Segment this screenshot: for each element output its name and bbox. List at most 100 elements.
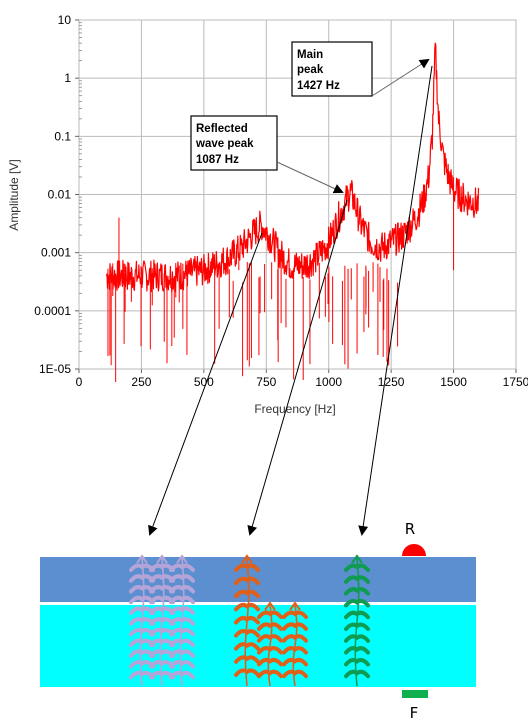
y-tick-label: 1: [64, 71, 71, 85]
wavefront: [169, 627, 195, 637]
plate-divider: [40, 602, 476, 605]
wavefront: [169, 606, 195, 615]
x-tick-label: 1250: [378, 375, 405, 389]
wave-arrowhead: [136, 554, 148, 564]
wavefront: [234, 642, 260, 651]
wavefront: [169, 649, 195, 658]
wavefront: [234, 563, 260, 572]
wavefront: [234, 589, 260, 599]
annotation-line: Main: [297, 49, 323, 61]
x-tick-label: 0: [76, 375, 83, 389]
y-tick-label: 10: [58, 13, 72, 27]
wave-groups: [129, 554, 370, 687]
y-tick-label: 0.001: [41, 246, 71, 260]
wavefront: [149, 660, 175, 669]
wavefront: [169, 574, 195, 583]
wavefront: [169, 585, 195, 594]
wavefront: [149, 563, 175, 572]
wavefront: [344, 575, 370, 584]
wavefront: [129, 595, 155, 605]
wavefront: [169, 563, 195, 572]
y-tick-label: 0.1: [54, 129, 71, 143]
wavefront: [344, 587, 370, 596]
arrow-to-wave-3: [358, 65, 433, 536]
wavefront: [257, 622, 283, 631]
amplitude-series-line: [105, 42, 480, 293]
annotation-line: wave peak: [195, 138, 254, 150]
wavefront: [344, 646, 370, 655]
wavefront: [149, 585, 175, 594]
wavefront: [149, 638, 175, 648]
annotation-reflected-peak: Reflected wave peak 1087 Hz: [190, 115, 278, 171]
wavefront: [149, 606, 175, 615]
wavefront: [234, 576, 260, 586]
wavefront: [129, 585, 155, 594]
x-tick-label: 1500: [440, 375, 467, 389]
annotation-line: 1427 Hz: [297, 80, 340, 92]
receiver-marker: [402, 544, 426, 556]
receiver-label: R: [405, 520, 415, 538]
wavefront: [169, 595, 195, 605]
wavefront: [282, 622, 308, 631]
y-tick-label: 0.0001: [34, 304, 71, 318]
wavefront: [344, 657, 370, 667]
wavefront: [129, 563, 155, 572]
wave-arrowhead: [241, 554, 253, 564]
wavefront: [169, 670, 195, 680]
wavefront: [282, 634, 308, 643]
wavefront: [344, 598, 370, 608]
wave-group-2-column-c: [282, 601, 308, 687]
force-marker: [402, 690, 428, 698]
wavefront: [257, 610, 283, 619]
y-axis-label: Amplitude [V]: [7, 159, 21, 230]
wavefront: [129, 606, 155, 615]
wavefront: [129, 670, 155, 680]
wavefront: [234, 616, 260, 625]
plate-diagram: R F: [40, 520, 476, 722]
y-tick-label: 1E-05: [39, 362, 71, 376]
annotation-main-peak: Main peak 1427 Hz: [291, 41, 373, 97]
wavefront: [234, 629, 260, 638]
wavefront: [257, 657, 283, 667]
x-tick-label: 250: [131, 375, 151, 389]
annotation-box: [291, 41, 373, 97]
wavefront: [169, 617, 195, 626]
wavefront: [169, 638, 195, 648]
wave-arrowhead: [264, 601, 276, 611]
wavefront: [234, 655, 260, 664]
wavefront: [149, 617, 175, 626]
wavefront: [282, 657, 308, 667]
arrow-to-wave-2: [247, 199, 348, 536]
x-axis-label: Frequency [Hz]: [254, 402, 335, 416]
wavefront: [129, 638, 155, 648]
wavefront: [344, 563, 370, 572]
wavefront: [282, 646, 308, 655]
annotation-line: peak: [297, 64, 324, 76]
wave-group-3-column: [344, 554, 370, 687]
x-tick-label: 1750: [503, 375, 528, 389]
annotation-box: [190, 115, 278, 171]
force-label: F: [410, 704, 419, 722]
y-tick-label: 0.01: [48, 188, 72, 202]
x-tick-label: 1000: [315, 375, 342, 389]
spectrum-chart: 0 250 500 750 1000 1250 1500 1750 1E-05 0.0001 0.…: [7, 13, 528, 416]
wavefront: [344, 634, 370, 643]
annotation-line: 1087 Hz: [196, 154, 239, 166]
annotation-line: Reflected: [196, 123, 248, 135]
arrow-to-wave-1: [148, 232, 263, 536]
wavefront: [257, 669, 283, 679]
annotation-arrow-reflected: [276, 161, 344, 194]
wave-arrowhead: [289, 601, 301, 611]
wavefront: [257, 646, 283, 655]
wavefront: [344, 669, 370, 679]
wave-arrowhead: [351, 554, 363, 564]
wavefront: [282, 669, 308, 679]
x-tick-label: 750: [256, 375, 276, 389]
wave-arrowhead: [176, 554, 188, 564]
wavefront: [129, 649, 155, 658]
wavefront: [257, 634, 283, 643]
wavefront: [169, 660, 195, 669]
peak-to-wave-arrows: [148, 65, 433, 536]
wavefront: [129, 660, 155, 669]
wave-group-2-column-b: [257, 601, 283, 687]
